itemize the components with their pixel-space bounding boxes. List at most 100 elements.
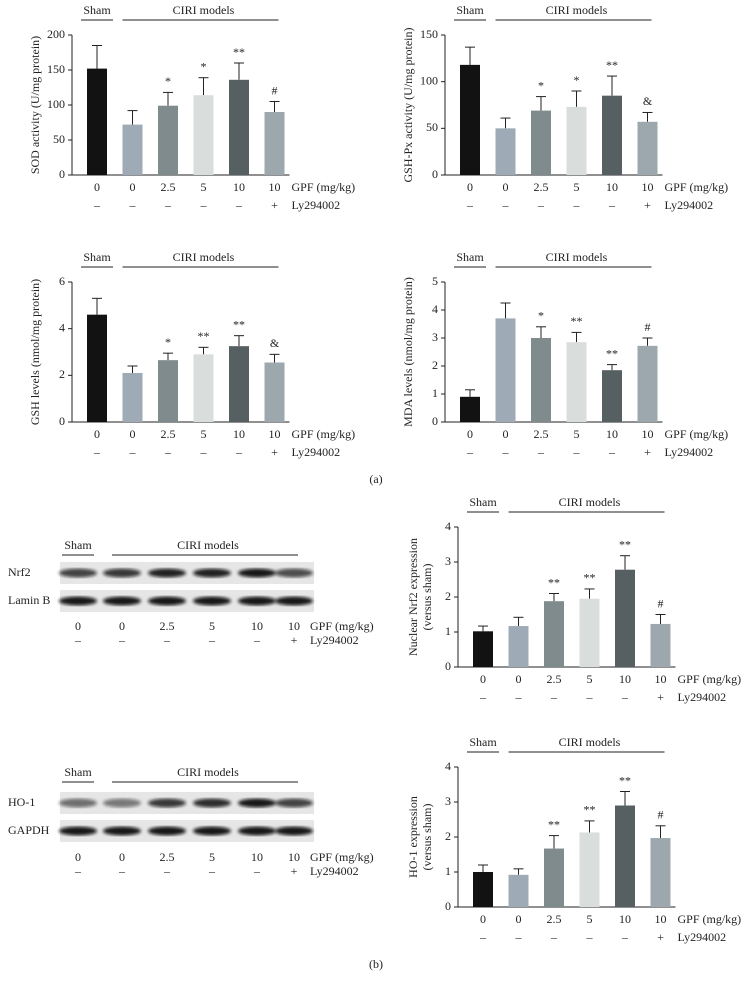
y-tick-label: 0	[445, 659, 451, 673]
y-tick-label: 2	[59, 367, 65, 381]
significance-label: **	[606, 58, 618, 72]
bar	[650, 838, 671, 907]
blot-band	[103, 596, 141, 606]
y-tick-label: 150	[47, 62, 65, 76]
bar	[579, 832, 600, 907]
x-tick-label: 0	[503, 180, 509, 194]
significance-label: **	[619, 773, 631, 787]
inhibitor-sign: –	[586, 690, 594, 704]
x-tick-label: 2.5	[534, 427, 549, 441]
bar	[87, 314, 107, 422]
y-axis-label: GSH-Px activity (U/mg protein)	[401, 28, 415, 183]
inhibitor-sign: –	[253, 864, 261, 878]
inhibitor-sign: –	[163, 864, 171, 878]
y-tick-label: 100	[420, 73, 438, 87]
bar	[158, 105, 178, 175]
significance-label: #	[645, 320, 651, 334]
y-tick-label: 3	[445, 794, 451, 808]
inhibitor-sign: –	[74, 633, 82, 647]
x-tick-label: 10	[606, 427, 618, 441]
blot-strip	[60, 590, 314, 612]
x-tick-label: 10	[251, 619, 263, 633]
significance-label: **	[584, 571, 596, 585]
x-row-label: Ly294002	[310, 633, 359, 647]
bar	[615, 805, 635, 907]
inhibitor-sign: –	[163, 633, 171, 647]
x-row-label: Ly294002	[292, 198, 341, 212]
x-tick-label: 0	[503, 427, 509, 441]
y-tick-label: 4	[445, 519, 451, 533]
blot-band	[148, 596, 186, 606]
y-tick-label: 4	[445, 759, 451, 773]
bar	[460, 396, 480, 422]
inhibitor-sign: +	[644, 198, 651, 212]
bar	[229, 79, 249, 175]
x-tick-label: 2.5	[161, 180, 176, 194]
blot-band	[193, 596, 231, 606]
x-row-label: Ly294002	[678, 690, 727, 704]
x-row-label: GPF (mg/kg)	[292, 427, 356, 441]
blot-band	[238, 596, 276, 606]
inhibitor-sign: –	[537, 445, 545, 459]
blot-band	[193, 568, 231, 578]
significance-label: **	[571, 314, 583, 328]
significance-label: **	[198, 329, 210, 343]
x-row-label: GPF (mg/kg)	[678, 672, 742, 686]
significance-label: **	[233, 317, 245, 331]
blot-band	[103, 826, 141, 836]
bar	[122, 373, 143, 422]
x-tick-label: 2.5	[161, 427, 176, 441]
blot-band	[238, 826, 276, 836]
group-label: CIRI models	[177, 765, 239, 779]
x-tick-label: 5	[209, 619, 215, 633]
x-tick-label: 0	[467, 180, 473, 194]
significance-label: **	[233, 45, 245, 59]
bar	[602, 95, 622, 175]
x-tick-label: 0	[480, 672, 486, 686]
bar	[650, 623, 671, 667]
x-row-label: GPF (mg/kg)	[665, 427, 729, 441]
x-tick-label: 5	[574, 180, 580, 194]
bar	[473, 631, 493, 667]
inhibitor-sign: –	[479, 930, 487, 944]
bar	[637, 345, 658, 422]
x-tick-label: 5	[201, 427, 207, 441]
inhibitor-sign: –	[466, 445, 474, 459]
inhibitor-sign: –	[502, 445, 510, 459]
x-tick-label: 10	[619, 912, 631, 926]
blot-band	[59, 596, 97, 606]
inhibitor-sign: +	[644, 445, 651, 459]
bar	[566, 342, 587, 422]
x-row-label: Ly294002	[310, 864, 359, 878]
bar	[508, 626, 529, 667]
y-tick-label: 3	[432, 330, 438, 344]
group-label: CIRI models	[559, 735, 621, 749]
blot-band	[148, 568, 186, 578]
x-tick-label: 10	[251, 850, 263, 864]
x-tick-label: 0	[516, 672, 522, 686]
y-tick-label: 2	[445, 589, 451, 603]
inhibitor-sign: –	[129, 445, 137, 459]
blot-band	[275, 596, 313, 606]
x-tick-label: 10	[269, 427, 281, 441]
x-tick-label: 2.5	[160, 850, 175, 864]
group-label: Sham	[64, 538, 92, 552]
inhibitor-sign: –	[515, 690, 523, 704]
y-tick-label: 1	[445, 864, 451, 878]
inhibitor-sign: –	[621, 930, 629, 944]
x-row-label: Ly294002	[665, 445, 714, 459]
x-row-label: Ly294002	[678, 930, 727, 944]
inhibitor-sign: –	[515, 930, 523, 944]
y-tick-label: 50	[426, 120, 438, 134]
group-label: Sham	[456, 3, 484, 17]
panel-label: (b)	[369, 957, 383, 971]
bar	[473, 872, 493, 907]
x-tick-label: 0	[94, 427, 100, 441]
y-tick-label: 6	[59, 274, 65, 288]
inhibitor-sign: –	[502, 198, 510, 212]
y-tick-label: 150	[420, 27, 438, 41]
significance-label: *	[538, 78, 544, 92]
blot-row-label: Nrf2	[8, 565, 31, 579]
inhibitor-sign: –	[550, 690, 558, 704]
blot-band	[193, 826, 231, 836]
